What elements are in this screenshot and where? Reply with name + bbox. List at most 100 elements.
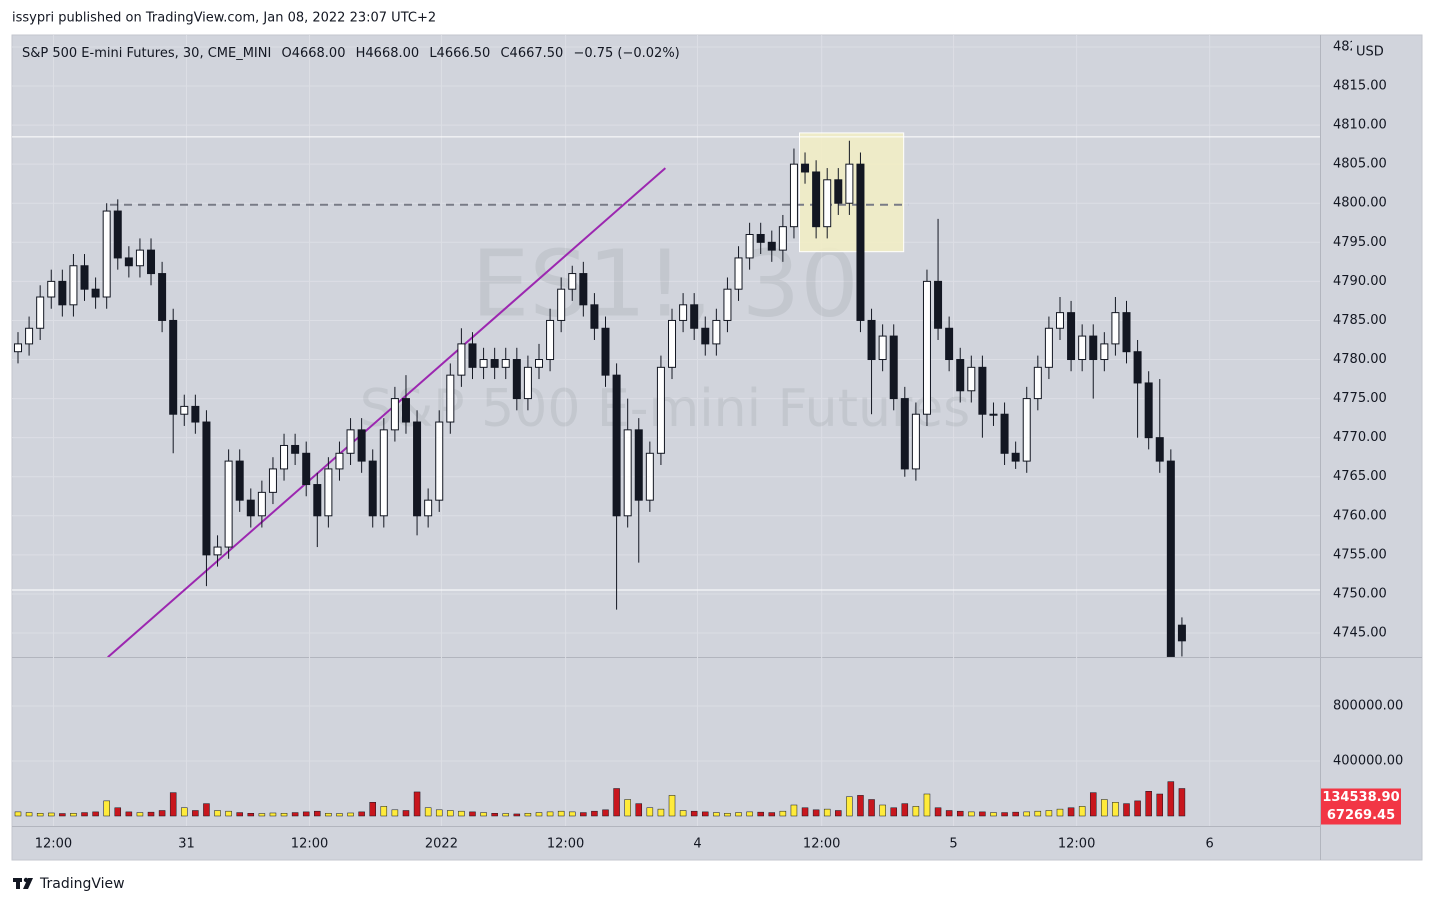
grid [12, 35, 1320, 826]
value-marker-label: 67269.45 [1327, 808, 1395, 823]
volume-bar [25, 812, 33, 817]
volume-bar [225, 810, 232, 817]
candle-body [202, 421, 211, 556]
candle-body [579, 273, 588, 306]
volume-bar [325, 813, 332, 817]
volume-bar [48, 812, 55, 817]
candle-body [712, 319, 721, 345]
volume-bar [1145, 791, 1152, 817]
axes: 4820.004815.004810.004805.004800.004795.… [35, 37, 1403, 852]
candle-body [302, 452, 311, 486]
candle-body [379, 429, 388, 517]
volume-bar [203, 803, 210, 817]
volume-bar [1167, 781, 1175, 817]
volume-bar [624, 799, 631, 817]
candle-body [479, 359, 488, 368]
volume-bar [968, 811, 975, 817]
candle-body [668, 319, 677, 368]
y-tick-label: 400000.00 [1333, 754, 1403, 769]
candle-body [25, 327, 34, 345]
candle-body [124, 257, 133, 267]
legend-close: C4667.50 [500, 46, 563, 61]
candle-body [512, 359, 521, 400]
volume-bar [36, 813, 44, 817]
y-tick-label: 4765.00 [1333, 469, 1387, 484]
volume-bar [169, 792, 177, 817]
y-tick-label: 4770.00 [1333, 430, 1387, 445]
y-tick-label: 4785.00 [1333, 313, 1387, 328]
candle-body [1044, 327, 1053, 368]
volume-bar [502, 813, 509, 817]
volume-bar [557, 810, 565, 817]
volume-bar [103, 800, 110, 817]
candle-body [180, 405, 189, 415]
candle-body [568, 273, 577, 290]
candle-body [1177, 624, 1186, 642]
candle-body [435, 421, 444, 501]
candle-body [1100, 343, 1109, 361]
candles [14, 140, 1186, 657]
volume-bar [979, 811, 986, 817]
candle-body [967, 366, 976, 392]
candle-body [590, 304, 599, 329]
volume-bar [247, 813, 255, 817]
volume-bar [302, 811, 310, 817]
volume-bar [923, 793, 931, 817]
watermark: ES1!, 30 [471, 230, 859, 337]
candle-body [501, 359, 510, 368]
y-tick-label: 4775.00 [1333, 391, 1387, 406]
candle-body [424, 499, 433, 517]
candle-body [922, 280, 931, 415]
candle-body [1133, 351, 1142, 384]
candle-body [246, 499, 255, 517]
volume-bar [1101, 799, 1108, 817]
candle-body [224, 460, 233, 548]
volume-bar [657, 808, 665, 817]
volume-bar [92, 811, 99, 817]
volume-bar [580, 812, 587, 817]
x-tick-label: 2022 [425, 837, 458, 852]
candle-body [490, 359, 499, 368]
volume-bar [1067, 807, 1075, 817]
volume-bar [314, 810, 321, 817]
y-tick-label: 4800.00 [1333, 196, 1387, 211]
candle-body [368, 460, 377, 517]
candle-body [656, 366, 665, 454]
volume-bar [347, 812, 354, 817]
candle-body [934, 280, 943, 329]
candle-body [446, 374, 455, 423]
candle-body [978, 366, 987, 415]
volume-bar [535, 812, 543, 817]
candle-body [1144, 382, 1153, 439]
volume-bar [147, 811, 155, 817]
x-tick-label: 12:00 [35, 837, 72, 852]
candle-body [734, 257, 743, 290]
candle-body [1067, 312, 1076, 361]
candle-body [789, 163, 798, 228]
y-tick-label: 4750.00 [1333, 586, 1387, 601]
volume-bar [812, 809, 820, 817]
volume-bar [447, 810, 454, 817]
candle-body [1078, 335, 1087, 361]
volume-bar [380, 806, 388, 817]
candle-body [1111, 312, 1120, 345]
volume-bar [1112, 802, 1119, 817]
candle-body [1155, 437, 1164, 462]
candle-body [80, 265, 89, 290]
candle-body [291, 444, 300, 454]
volume-bar [735, 812, 742, 817]
volume-bar [513, 813, 521, 817]
volume-bar [59, 813, 66, 817]
x-tick-label: 12:00 [1058, 837, 1095, 852]
legend-change: −0.75 (−0.02%) [573, 46, 679, 61]
candle-body [1055, 312, 1064, 329]
candle-body [413, 421, 422, 517]
volume-bar [236, 812, 243, 817]
candle-body [778, 226, 787, 251]
volume-bar [934, 807, 942, 817]
trend-line [107, 167, 667, 657]
volume-bar [757, 811, 764, 817]
volume-bar [1123, 803, 1130, 817]
volume-bar [1056, 808, 1064, 817]
